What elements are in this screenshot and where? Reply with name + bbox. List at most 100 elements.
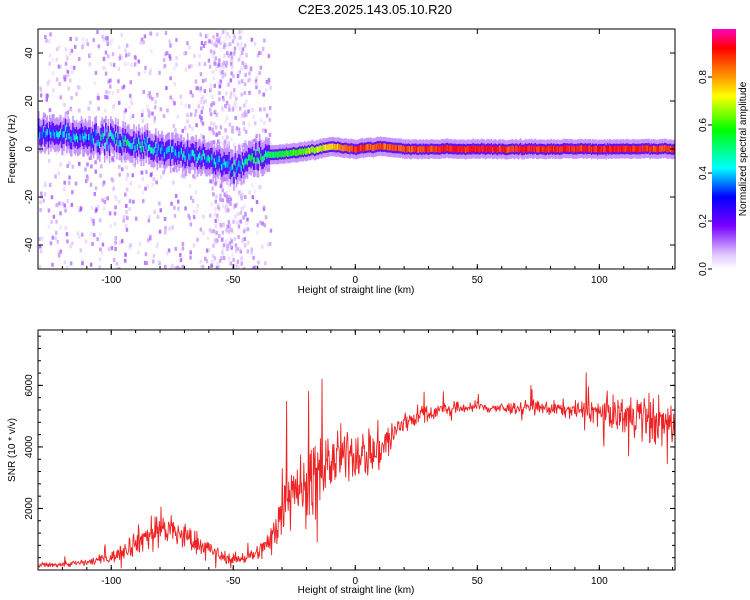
spectrogram-ridge-core	[398, 144, 400, 151]
spectrogram-speckle	[248, 71, 251, 76]
spectrogram-speckle	[188, 64, 191, 69]
spectrogram-speckle	[62, 151, 65, 156]
spectrogram-ridge-core	[306, 148, 309, 155]
spectrogram-ridge-core	[372, 145, 374, 152]
spectrogram-ridge-core	[668, 145, 671, 152]
spectrogram-speckle	[143, 261, 147, 265]
spectrogram-ridge-core	[426, 145, 428, 152]
spectrogram-ridge-core	[383, 143, 385, 150]
spectrogram-speckle	[90, 164, 93, 169]
spectrogram-speckle	[263, 38, 266, 43]
spectrogram-speckle	[208, 248, 211, 252]
spectrogram-ridge-core	[450, 145, 453, 152]
spectrogram-ridge-core	[446, 144, 449, 152]
spectrogram-ridge-core	[108, 143, 111, 150]
spectrogram-speckle	[131, 173, 134, 178]
spectrogram-speckle	[254, 79, 258, 84]
spectrogram-ridge-core	[175, 152, 178, 159]
spectrogram-ridge-core	[640, 145, 643, 152]
spectrogram-ridge-core	[217, 158, 219, 165]
spectrogram-ridge-core	[451, 145, 454, 153]
spectrogram-ridge-core	[311, 146, 313, 153]
spectrogram-speckle	[225, 204, 228, 209]
spectrogram-speckle	[55, 150, 59, 155]
spectrogram-speckle	[224, 128, 227, 133]
spectrogram-ridge-core	[351, 145, 354, 152]
spectrogram-speckle	[245, 112, 248, 117]
spectrogram-speckle	[125, 203, 128, 208]
spectrogram-ridge-core	[345, 144, 348, 151]
spectrogram-speckle	[251, 195, 255, 200]
spectrogram-ridge-core	[429, 145, 432, 152]
spectrogram-speckle	[124, 252, 127, 257]
spectrogram-speckle	[210, 229, 213, 234]
spectrogram-ridge-core	[86, 136, 89, 143]
spectrogram-ridge-core	[225, 161, 228, 168]
spectrogram-speckle	[106, 42, 109, 47]
spectrogram-speckle	[55, 219, 58, 224]
spectrogram-speckle	[47, 224, 51, 229]
spectrogram-speckle	[244, 143, 247, 147]
spectrogram-speckle	[253, 41, 257, 46]
spectrogram-speckle	[240, 190, 243, 195]
spectrogram-speckle	[64, 47, 68, 52]
spectrogram-speckle	[152, 177, 156, 182]
spectrogram-ridge-core	[74, 135, 77, 142]
spectrogram-speckle	[192, 243, 196, 248]
spectrogram-speckle	[111, 157, 114, 162]
spectrogram-speckle	[255, 75, 258, 80]
spectrogram-speckle	[99, 232, 102, 237]
spectrogram-speckle	[247, 78, 250, 83]
spectrogram-ridge-core	[435, 146, 438, 153]
spectrogram-ridge-core	[107, 132, 110, 139]
spectrogram-ridge-core	[401, 146, 404, 153]
spectrogram-speckle	[229, 78, 233, 83]
spectrogram-speckle	[140, 170, 144, 175]
spectrogram-speckle	[115, 122, 118, 127]
spectrogram-ridge-core	[263, 154, 266, 161]
spectrogram-speckle	[101, 251, 104, 256]
spectrogram-speckle	[253, 138, 256, 143]
spectrogram-ridge-core	[177, 147, 179, 154]
spectrogram-speckle	[208, 39, 211, 44]
spectrogram-ridge-core	[41, 131, 44, 138]
spectrogram-ridge-core	[118, 140, 121, 147]
spectrogram-speckle	[252, 255, 255, 260]
spectrogram-ridge-core	[122, 134, 124, 141]
spectrogram-ridge-core	[516, 145, 518, 153]
spectrogram-ridge-core	[155, 142, 157, 149]
spectrogram-ridge-core	[589, 145, 592, 152]
spectrogram-speckle	[240, 261, 243, 266]
spectrogram-ridge-core	[105, 129, 107, 136]
spectrogram-ridge-core	[501, 145, 504, 152]
spectrogram-speckle	[71, 69, 74, 74]
spectrogram-speckle	[123, 258, 127, 263]
spectrogram-ridge-core	[146, 136, 149, 143]
spectrogram-speckle	[76, 231, 80, 236]
spectrogram-speckle	[141, 119, 145, 123]
spectrogram-speckle	[224, 208, 228, 213]
spectrogram-ridge-core	[522, 146, 525, 153]
spectrogram-ridge-core	[147, 144, 150, 151]
spectrogram-speckle	[229, 202, 232, 206]
spectrogram-speckle	[162, 170, 165, 175]
spectrogram-speckle	[155, 180, 158, 185]
spectrogram-speckle	[163, 217, 167, 221]
spectrogram-speckle	[175, 38, 178, 42]
spectrogram-ridge-core	[162, 148, 165, 155]
spectrogram-ridge-core	[73, 133, 75, 140]
spectrogram-speckle	[104, 50, 108, 55]
spectrogram-speckle	[92, 221, 95, 226]
spectrogram-ridge-core	[439, 146, 442, 153]
spectrogram-speckle	[235, 202, 239, 207]
spectrogram-speckle	[199, 72, 203, 77]
spectrogram-speckle	[50, 195, 54, 200]
spectrogram-ridge-core	[373, 144, 376, 151]
spectrogram-speckle	[264, 261, 267, 266]
spectrogram-speckle	[74, 181, 78, 186]
spectrogram-ridge-core	[441, 145, 444, 152]
spectrogram-speckle	[219, 193, 222, 198]
spectrogram-speckle	[248, 77, 252, 82]
spectrogram-ridge-core	[484, 146, 487, 153]
spectrogram-speckle	[90, 232, 93, 236]
